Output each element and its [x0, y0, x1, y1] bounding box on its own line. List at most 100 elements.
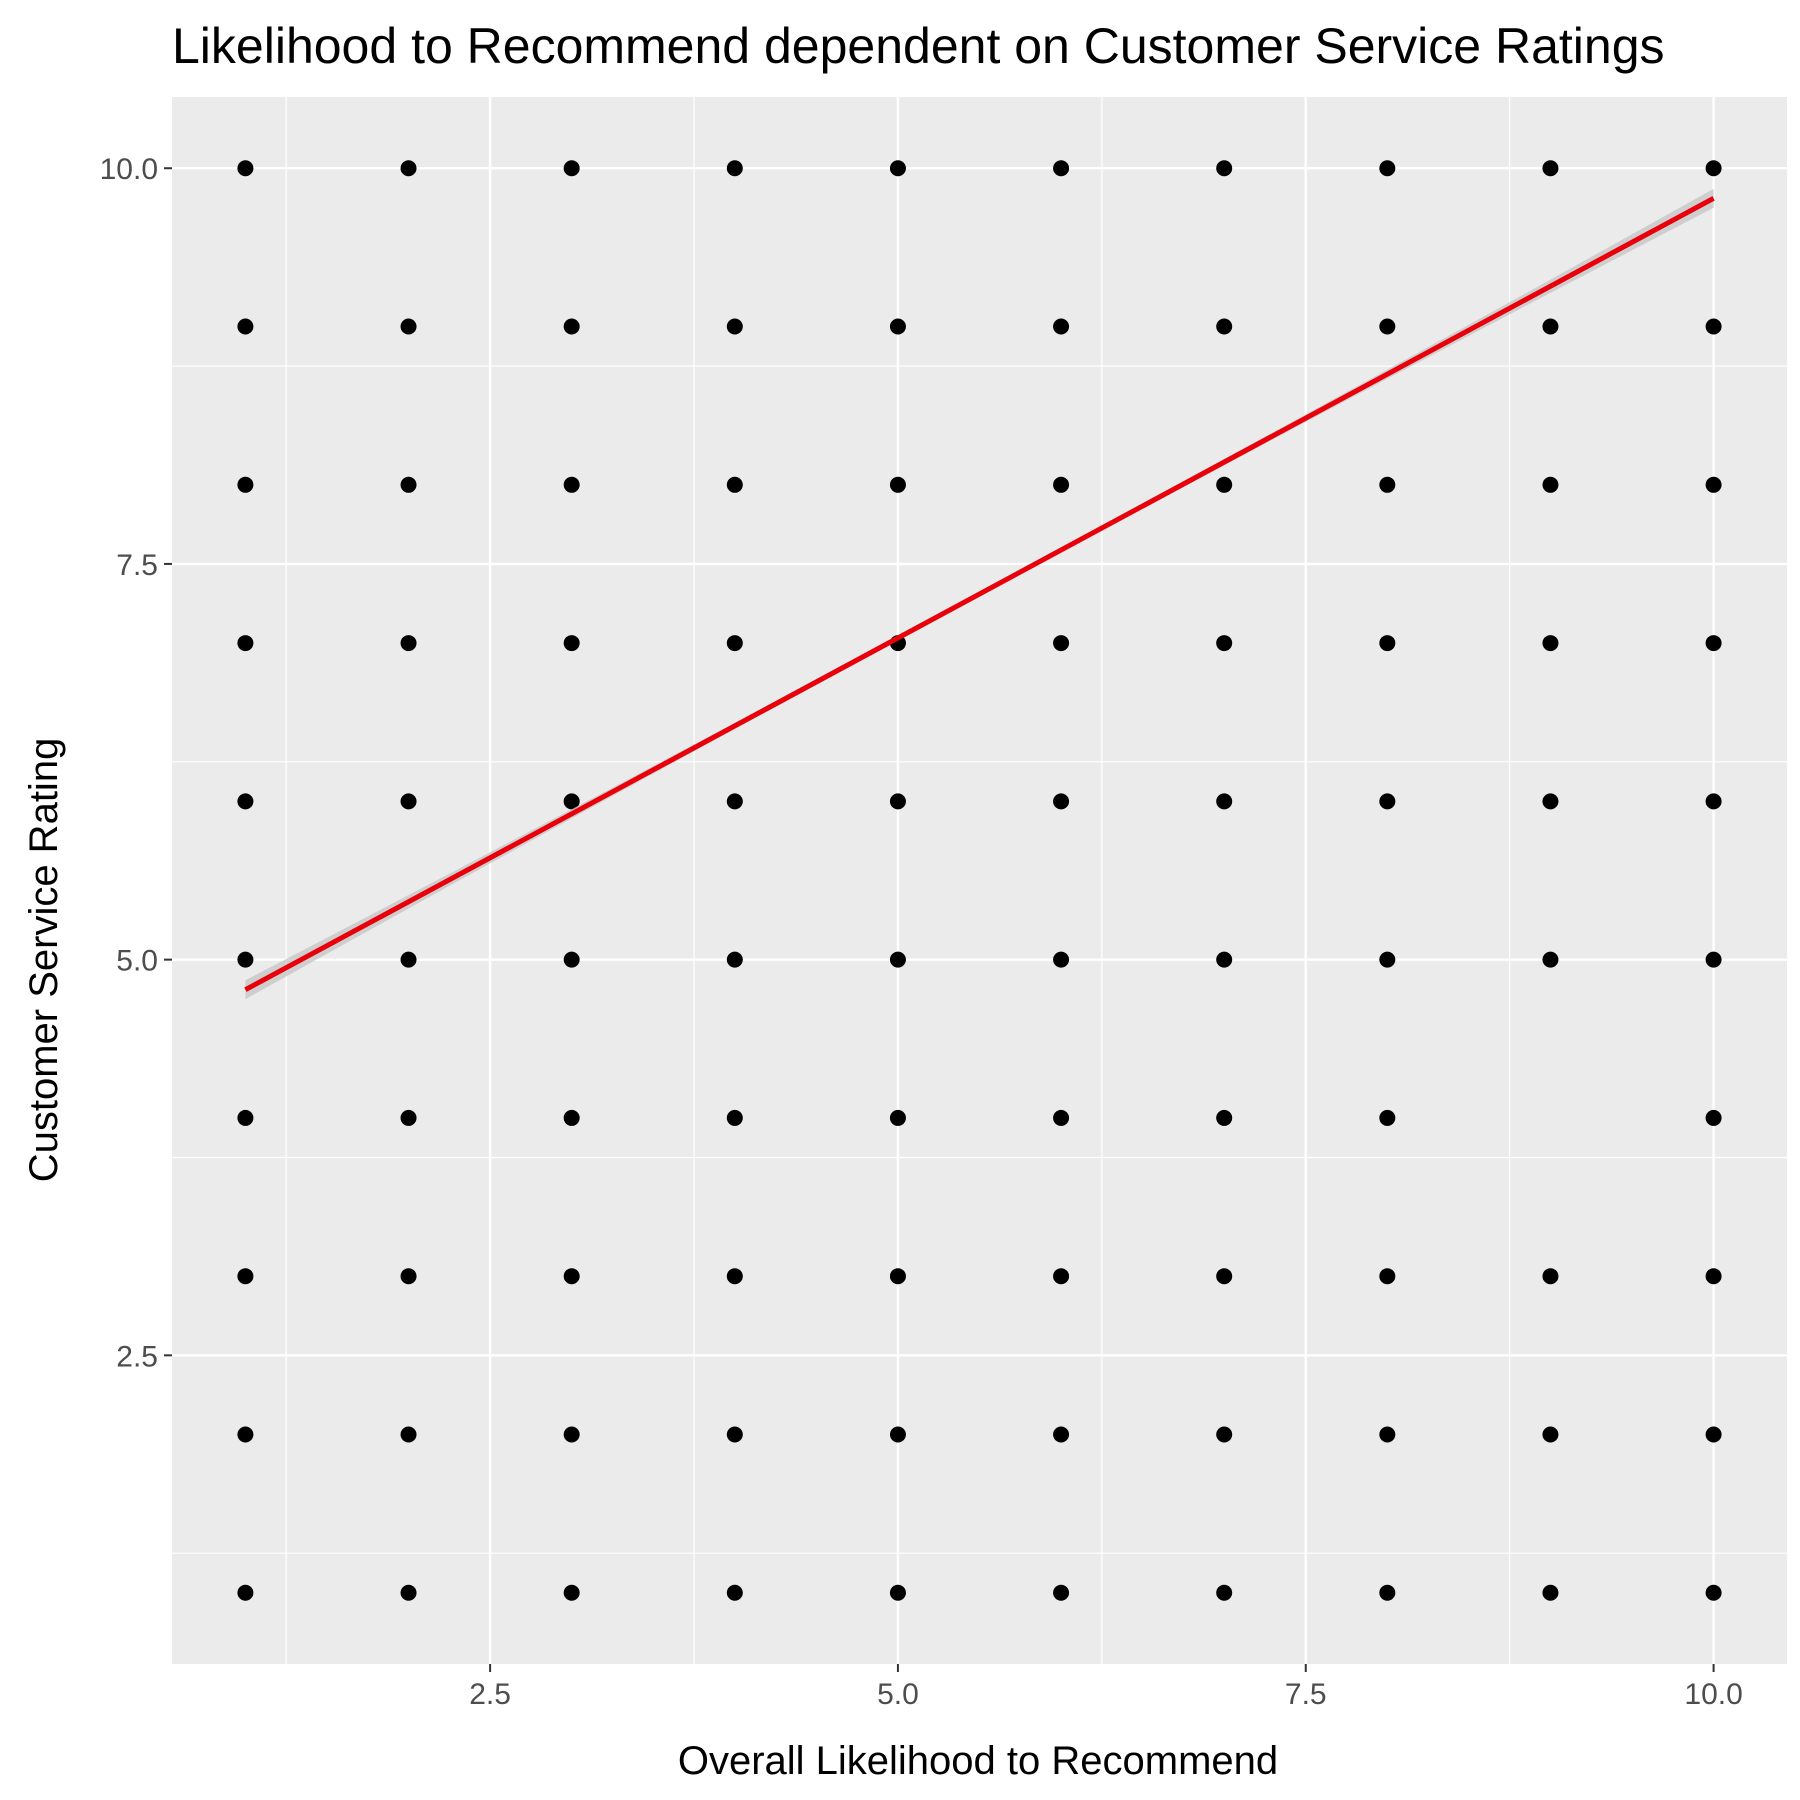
data-point — [1379, 476, 1396, 493]
data-point — [1542, 160, 1559, 177]
data-point — [1053, 793, 1070, 810]
data-point — [237, 160, 254, 177]
data-point — [889, 318, 906, 335]
data-point — [889, 1584, 906, 1601]
data-point — [563, 1584, 580, 1601]
trend-line-group — [244, 188, 1715, 1000]
data-point — [563, 1426, 580, 1443]
data-point — [889, 160, 906, 177]
data-point — [1216, 793, 1233, 810]
data-point — [1705, 160, 1722, 177]
y-tick-label: 7.5 — [116, 549, 158, 582]
data-point — [237, 793, 254, 810]
data-point — [726, 1268, 743, 1285]
data-point — [237, 1584, 254, 1601]
data-point — [400, 160, 417, 177]
data-point — [1379, 951, 1396, 968]
data-point — [400, 793, 417, 810]
data-point — [1542, 951, 1559, 968]
x-tick-label: 10.0 — [1684, 1678, 1742, 1711]
y-axis-title: Customer Service Rating — [22, 738, 66, 1183]
data-point — [1216, 1426, 1233, 1443]
data-point — [237, 951, 254, 968]
data-point — [1216, 160, 1233, 177]
data-point — [726, 476, 743, 493]
data-point — [889, 793, 906, 810]
data-point — [237, 635, 254, 652]
x-tick-label: 5.0 — [877, 1678, 919, 1711]
data-point — [237, 476, 254, 493]
data-point — [1542, 793, 1559, 810]
data-point — [400, 1109, 417, 1126]
data-point — [1705, 318, 1722, 335]
data-point — [726, 1584, 743, 1601]
data-point — [1379, 635, 1396, 652]
data-point — [1053, 1426, 1070, 1443]
data-point — [1053, 635, 1070, 652]
x-tick-label: 2.5 — [469, 1678, 511, 1711]
major-grid — [172, 97, 1787, 1664]
data-point — [1216, 318, 1233, 335]
data-point — [400, 1584, 417, 1601]
data-point — [1379, 1109, 1396, 1126]
data-point — [1379, 1584, 1396, 1601]
x-axis-ticks: 2.5 5.0 7.5 10.0 — [469, 1664, 1743, 1711]
data-point — [726, 318, 743, 335]
data-point — [1216, 951, 1233, 968]
data-point — [889, 476, 906, 493]
data-point — [1705, 951, 1722, 968]
x-tick-label: 7.5 — [1285, 1678, 1327, 1711]
data-point — [889, 1426, 906, 1443]
data-point — [1053, 1584, 1070, 1601]
data-point — [1379, 1426, 1396, 1443]
trend-line — [244, 196, 1715, 992]
data-point — [563, 793, 580, 810]
data-point — [726, 635, 743, 652]
data-point — [726, 1109, 743, 1126]
data-point — [400, 476, 417, 493]
data-point — [563, 951, 580, 968]
data-point — [889, 1268, 906, 1285]
y-tick-label: 5.0 — [116, 945, 158, 978]
x-axis-title: Overall Likelihood to Recommend — [678, 1739, 1278, 1783]
data-point — [889, 1109, 906, 1126]
data-point — [726, 160, 743, 177]
data-point — [563, 160, 580, 177]
data-point — [1542, 635, 1559, 652]
data-point — [1216, 1109, 1233, 1126]
data-point — [400, 318, 417, 335]
data-point — [563, 318, 580, 335]
data-point — [1542, 1268, 1559, 1285]
y-tick-label: 10.0 — [100, 153, 158, 186]
data-point — [400, 1426, 417, 1443]
data-point — [1542, 476, 1559, 493]
data-point — [1379, 160, 1396, 177]
data-point — [1379, 1268, 1396, 1285]
data-point — [1216, 1584, 1233, 1601]
data-point — [237, 1426, 254, 1443]
data-point — [1542, 1426, 1559, 1443]
data-point — [1705, 476, 1722, 493]
data-point — [1053, 951, 1070, 968]
data-point — [563, 476, 580, 493]
data-point — [1542, 318, 1559, 335]
data-point — [563, 1268, 580, 1285]
data-point — [400, 951, 417, 968]
data-point — [1216, 1268, 1233, 1285]
data-point — [1542, 1584, 1559, 1601]
data-point — [237, 1109, 254, 1126]
data-point — [1053, 1268, 1070, 1285]
data-point — [237, 318, 254, 335]
data-point — [400, 635, 417, 652]
chart-title: Likelihood to Recommend dependent on Cus… — [172, 18, 1665, 74]
data-point — [1379, 793, 1396, 810]
data-point — [1705, 1109, 1722, 1126]
data-point — [563, 635, 580, 652]
data-point — [726, 951, 743, 968]
data-point — [1216, 635, 1233, 652]
data-point — [237, 1268, 254, 1285]
y-tick-label: 2.5 — [116, 1340, 158, 1373]
data-point — [1216, 476, 1233, 493]
data-point — [1705, 1584, 1722, 1601]
